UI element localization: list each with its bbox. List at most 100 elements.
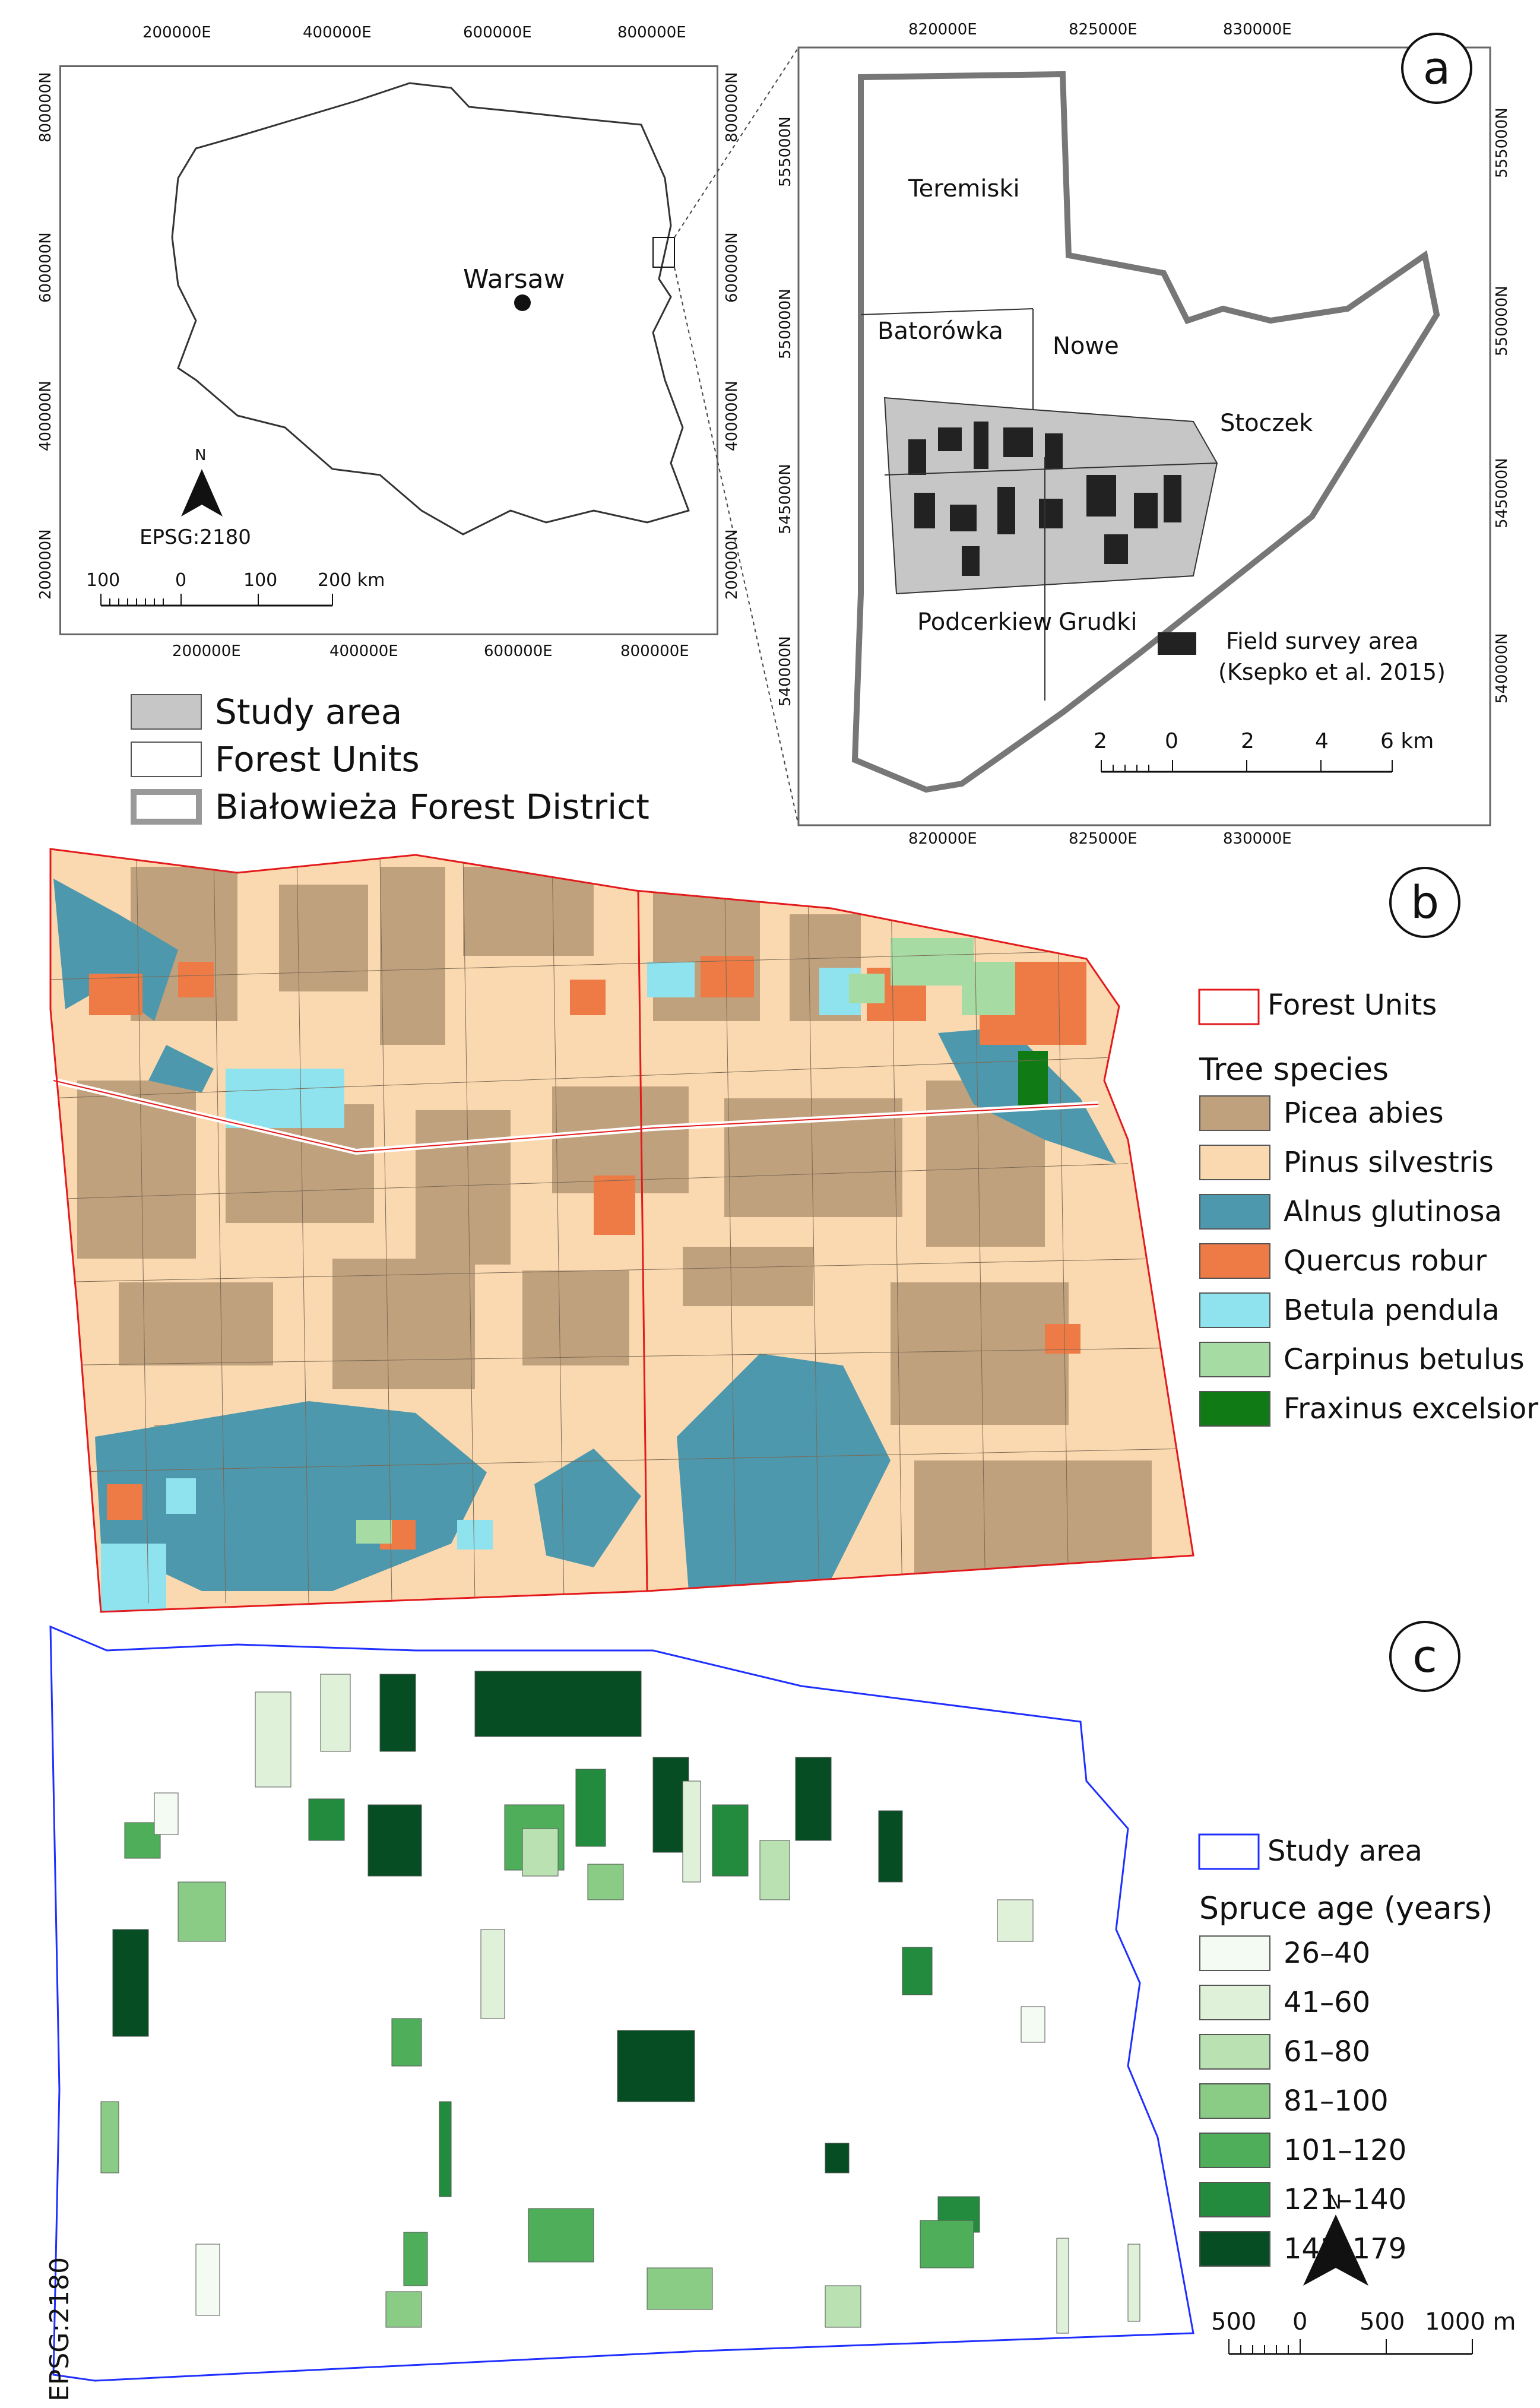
legend-species-3: Quercus robur (1199, 1243, 1487, 1279)
tick-bottom-1: 200000E (172, 642, 241, 660)
swatch-age-3 (1199, 2083, 1270, 2119)
label-fraxinus: Fraxinus excelsior (1284, 1392, 1539, 1425)
tick-bottom-3: 600000E (484, 642, 553, 660)
district-right-3: 545000N (1493, 458, 1511, 528)
panel-b: b Forest Units Tree species Picea abies … (0, 831, 1540, 1615)
unit-label-teremiski: Teremiski (908, 175, 1020, 202)
forest-unit-divider-h (53, 1080, 1099, 1153)
swatch-alnus (1199, 1194, 1270, 1230)
field-survey-patches (908, 422, 1181, 576)
legend-species-5: Carpinus betulus (1199, 1342, 1525, 1377)
study-area-label-c: Study area (1268, 1834, 1422, 1868)
legend-study-area: Study area (131, 692, 402, 732)
label-age-0: 26–40 (1284, 1937, 1371, 1970)
tick-left-3: 400000N (37, 381, 55, 451)
tree-species-title: Tree species (1199, 1052, 1389, 1088)
scale-label-c-3: 1000 m (1425, 2308, 1516, 2336)
district-left-3: 545000N (777, 464, 794, 534)
field-legend-ref: (Ksepko et al. 2015) (1218, 659, 1446, 685)
legend-age-0: 26–40 (1199, 1935, 1370, 1971)
zoom-line-bottom (674, 267, 799, 826)
scale-ticks-a (100, 594, 333, 606)
legend-age-1: 41–60 (1199, 1985, 1370, 2020)
swatch-age-6 (1199, 2231, 1270, 2267)
legend-swatch-district (131, 789, 202, 825)
legend-text-district: Białowieża Forest District (215, 787, 649, 827)
city-label-warsaw: Warsaw (463, 264, 565, 294)
tick-top-2: 400000E (303, 24, 372, 42)
scale-label-a-1: 0 (175, 570, 187, 591)
swatch-age-0 (1199, 1935, 1270, 1971)
unit-label-stoczek: Stoczek (1220, 410, 1313, 437)
spruce-age-map (49, 1625, 1473, 2382)
tick-top-1: 200000E (142, 24, 211, 42)
unit-label-nowe: Nowe (1053, 332, 1119, 360)
swatch-pinus (1199, 1145, 1270, 1180)
legend-age-4: 101–120 (1199, 2133, 1406, 2168)
swatch-betula (1199, 1292, 1270, 1328)
scale-label-district-2: 2 (1241, 729, 1254, 753)
label-age-2: 61–80 (1284, 2035, 1371, 2068)
label-pinus: Pinus silvestris (1284, 1146, 1494, 1179)
district-top-1: 820000E (908, 21, 977, 39)
tick-right-3: 400000N (723, 381, 741, 451)
spruce-age-title: Spruce age (years) (1199, 1891, 1493, 1927)
north-label-a: N (195, 446, 207, 464)
species-stands (50, 849, 1193, 1612)
tick-right-1: 800000N (723, 72, 741, 142)
scale-label-district-0: 2 (1094, 729, 1107, 753)
label-age-3: 81–100 (1284, 2084, 1389, 2118)
district-top-3: 830000E (1223, 21, 1292, 39)
district-bottom-1: 820000E (908, 830, 977, 848)
zoom-line-top (674, 47, 799, 238)
scale-label-c-0: 500 (1211, 2308, 1257, 2336)
panel-letter-b: b (1389, 867, 1460, 938)
panel-letter-c: c (1389, 1621, 1460, 1692)
north-arrow-c (1303, 2214, 1368, 2286)
tick-top-3: 600000E (463, 24, 532, 42)
label-age-6: 141–179 (1284, 2232, 1407, 2266)
swatch-quercus (1199, 1243, 1270, 1279)
swatch-age-2 (1199, 2034, 1270, 2070)
district-left-2: 550000N (777, 289, 794, 359)
tick-left-2: 600000N (37, 232, 55, 303)
north-label-c: N (1327, 2191, 1342, 2213)
district-bottom-2: 825000E (1069, 830, 1137, 848)
swatch-age-4 (1199, 2133, 1270, 2168)
legend-species-2: Alnus glutinosa (1199, 1194, 1502, 1230)
scale-ticks-c (1228, 2339, 1473, 2354)
district-bottom-3: 830000E (1223, 830, 1292, 848)
swatch-picea (1199, 1095, 1270, 1131)
label-alnus: Alnus glutinosa (1284, 1195, 1502, 1228)
panel-c: c Study area Spruce age (years) 26–40 41… (0, 1615, 1540, 2408)
panel-a-svg (100, 46, 1491, 826)
tick-right-2: 600000N (723, 232, 741, 303)
scale-label-district-4: 6 km (1380, 729, 1434, 753)
district-right-1: 555000N (1493, 107, 1511, 178)
label-age-1: 41–60 (1284, 1986, 1371, 2019)
spruce-stands (100, 1671, 1140, 2334)
study-area-boundary (49, 1625, 1194, 2382)
label-age-4: 101–120 (1284, 2134, 1407, 2167)
legend-species-4: Betula pendula (1199, 1292, 1500, 1328)
tick-left-4: 200000N (37, 529, 55, 600)
legend-swatch-study-area (131, 694, 202, 730)
stand-boundaries (50, 854, 1188, 1604)
unit-label-grudki: Grudki (1059, 609, 1137, 636)
swatch-fraxinus (1199, 1391, 1270, 1427)
legend-swatch-forest-units (131, 742, 202, 777)
tick-top-4: 800000E (617, 24, 686, 42)
forest-unit-lines (860, 308, 1218, 701)
district-left-4: 540000N (777, 636, 794, 706)
legend-species-0: Picea abies (1199, 1095, 1444, 1131)
label-age-5: 121–140 (1284, 2183, 1407, 2216)
district-right-2: 550000N (1493, 286, 1511, 356)
legend-species-6: Fraxinus excelsior (1199, 1391, 1538, 1427)
field-legend-label: Field survey area (1226, 628, 1419, 654)
district-locator-box (652, 237, 675, 268)
district-top-2: 825000E (1069, 21, 1137, 39)
legend-text-study-area: Study area (215, 692, 403, 732)
north-arrow-a (181, 469, 223, 517)
scale-label-c-1: 0 (1292, 2308, 1308, 2336)
unit-label-podcerkiew: Podcerkiew (917, 609, 1053, 636)
